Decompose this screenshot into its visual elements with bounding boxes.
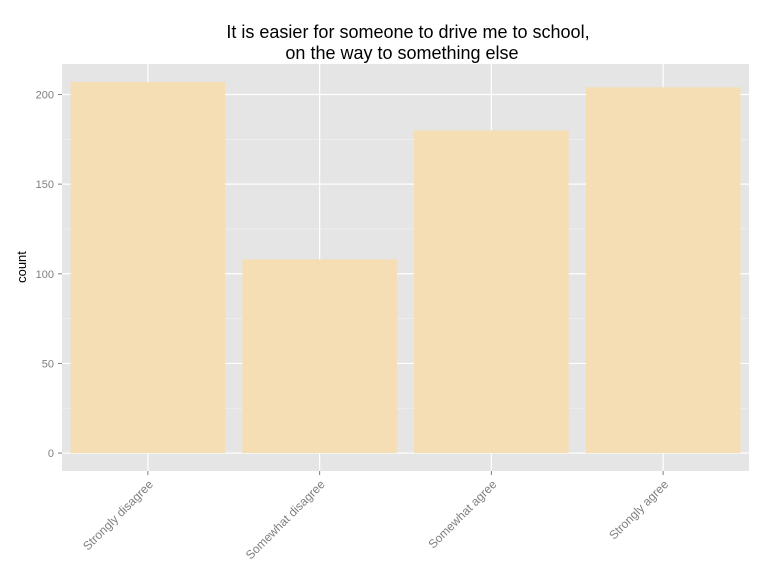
bar-somewhat-disagree — [242, 259, 397, 454]
chart-title-line-2: on the way to something else — [285, 43, 518, 63]
bar-strongly-disagree — [70, 81, 226, 454]
y-tick-label: 150 — [36, 179, 54, 191]
x-tick-label: Somewhat agree — [425, 477, 499, 551]
y-tick-label: 100 — [36, 269, 54, 281]
x-tick-label: Somewhat disagree — [243, 477, 328, 562]
y-tick-label: 0 — [48, 448, 54, 460]
x-tick-label: Strongly disagree — [80, 477, 156, 553]
bars — [70, 81, 741, 454]
bar-somewhat-agree — [414, 130, 569, 454]
y-tick-label: 50 — [42, 358, 54, 370]
y-axis-label: count — [14, 251, 29, 283]
bar-strongly-agree — [585, 87, 741, 454]
chart-title-line-1: It is easier for someone to drive me to … — [226, 22, 589, 42]
y-tick-label: 200 — [36, 89, 54, 101]
x-tick-label: Strongly agree — [606, 477, 671, 542]
